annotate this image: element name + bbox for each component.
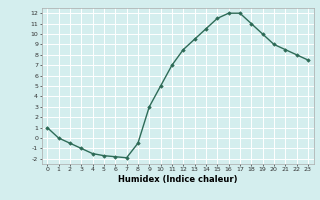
X-axis label: Humidex (Indice chaleur): Humidex (Indice chaleur) <box>118 175 237 184</box>
